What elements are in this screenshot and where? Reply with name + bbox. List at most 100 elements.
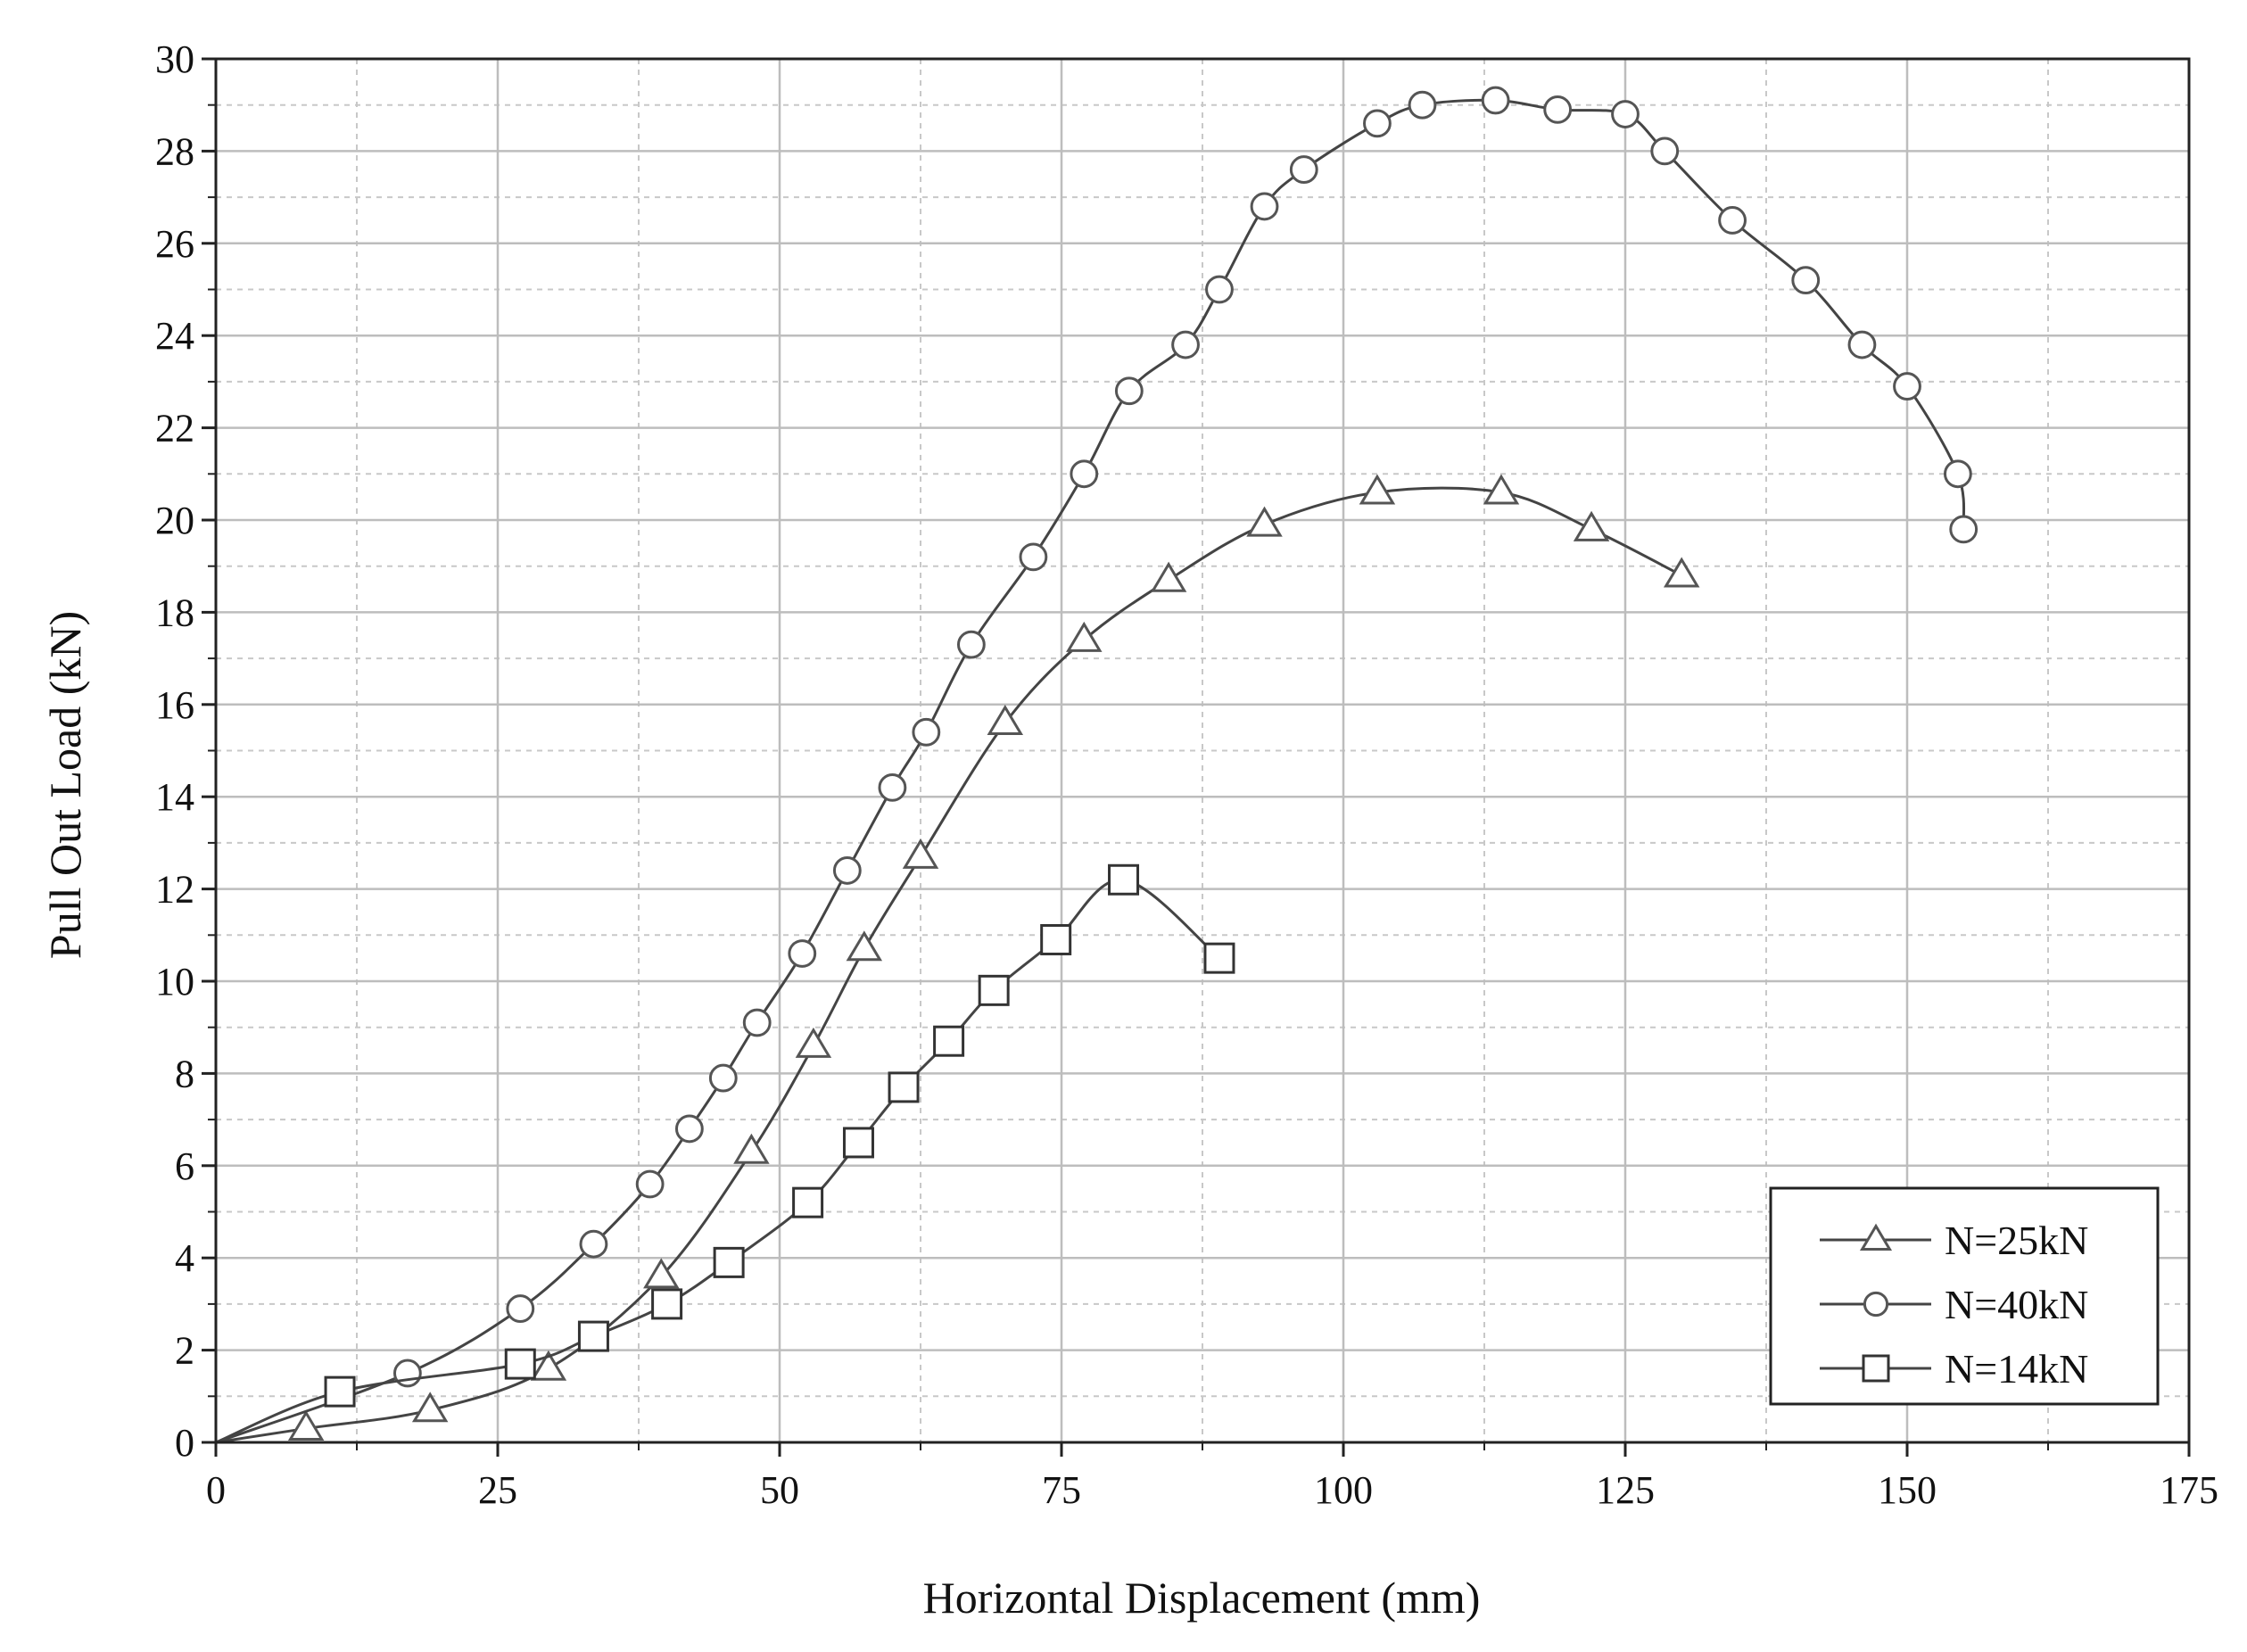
legend-item: N=25kN	[1820, 1218, 2088, 1263]
square-marker	[1203, 942, 1235, 974]
y-tick-label: 8	[175, 1052, 194, 1095]
circle-marker	[1114, 376, 1144, 406]
legend-label: N=25kN	[1945, 1218, 2088, 1263]
triangle-marker	[1246, 506, 1283, 537]
circle-marker	[635, 1169, 665, 1199]
circle-marker	[506, 1294, 535, 1323]
circle-marker	[788, 939, 817, 968]
triangle-marker	[795, 1027, 832, 1058]
square-marker	[1108, 863, 1140, 896]
circle-marker	[1718, 206, 1747, 235]
x-tick-label: 25	[478, 1468, 517, 1512]
legend-item: N=14kN	[1820, 1346, 2088, 1392]
triangle-marker	[1066, 621, 1103, 652]
square-marker	[842, 1127, 874, 1159]
triangle-marker	[987, 704, 1024, 735]
triangle-marker	[1663, 557, 1700, 588]
square-marker	[978, 974, 1010, 1006]
series-line	[215, 98, 1966, 1444]
circle-marker	[579, 1229, 608, 1259]
circle-marker	[674, 1114, 704, 1144]
square-marker	[933, 1025, 965, 1057]
circle-marker	[708, 1063, 738, 1093]
square-marker	[1040, 923, 1072, 955]
triangle-marker	[411, 1392, 449, 1423]
triangle-marker	[1150, 561, 1187, 592]
circle-marker	[1171, 330, 1200, 359]
x-tick-label: 175	[2160, 1468, 2218, 1512]
y-tick-label: 28	[155, 129, 194, 173]
x-tick-label: 50	[760, 1468, 799, 1512]
y-tick-label: 20	[155, 499, 194, 542]
x-tick-label: 75	[1042, 1468, 1081, 1512]
square-marker	[1862, 1354, 1890, 1383]
square-marker	[713, 1246, 745, 1278]
circle-marker	[1863, 1291, 1889, 1317]
circle-marker	[878, 772, 907, 802]
y-tick-label: 30	[155, 37, 194, 81]
circle-marker	[1250, 192, 1279, 221]
series-layer	[215, 86, 1979, 1444]
x-tick-label: 0	[206, 1468, 226, 1512]
circle-marker	[912, 717, 941, 747]
axes: 0 25 50 75 100 125 150 175024681012141618202224…	[155, 37, 2218, 1512]
legend-item: N=40kN	[1820, 1282, 2088, 1327]
circle-marker	[1019, 542, 1048, 572]
series-triangle	[215, 474, 1700, 1444]
circle-marker	[1481, 86, 1510, 115]
square-marker	[651, 1288, 683, 1320]
series-line	[215, 878, 1220, 1444]
circle-marker	[1791, 266, 1821, 295]
series-circle	[215, 86, 1979, 1444]
series-line	[215, 486, 1682, 1444]
y-tick-label: 4	[175, 1236, 194, 1280]
y-tick-label: 0	[175, 1421, 194, 1465]
y-tick-label: 14	[155, 775, 194, 819]
triangle-marker	[1573, 510, 1610, 541]
x-tick-label: 100	[1314, 1468, 1373, 1512]
square-marker	[324, 1375, 356, 1408]
square-marker	[792, 1186, 824, 1218]
circle-marker	[1289, 155, 1318, 184]
square-marker	[577, 1320, 609, 1352]
triangle-marker	[530, 1350, 567, 1381]
circle-marker	[1650, 136, 1680, 166]
square-marker	[888, 1071, 920, 1103]
y-tick-label: 12	[155, 868, 194, 912]
y-tick-label: 26	[155, 222, 194, 266]
square-marker	[504, 1348, 536, 1380]
y-tick-label: 10	[155, 960, 194, 1004]
circle-marker	[1949, 515, 1979, 544]
circle-marker	[1363, 109, 1392, 138]
triangle-marker	[287, 1409, 325, 1441]
triangle-marker	[846, 930, 883, 962]
triangle-marker	[733, 1133, 770, 1164]
y-tick-label: 24	[155, 314, 194, 358]
legend-label: N=40kN	[1945, 1282, 2088, 1327]
circle-marker	[1543, 95, 1573, 124]
circle-marker	[1408, 90, 1437, 120]
triangle-marker	[643, 1258, 680, 1289]
series-square	[215, 863, 1235, 1444]
circle-marker	[956, 630, 986, 659]
circle-marker	[1943, 459, 1972, 489]
y-axis-title: Pull Out Load (kN)	[40, 611, 90, 959]
x-axis-title: Horizontal Displacement (mm)	[923, 1573, 1481, 1623]
y-tick-label: 18	[155, 591, 194, 634]
x-tick-label: 125	[1596, 1468, 1655, 1512]
y-tick-label: 2	[175, 1329, 194, 1373]
circle-marker	[1611, 100, 1640, 128]
circle-marker	[1847, 330, 1877, 359]
circle-marker	[1893, 372, 1921, 401]
triangle-marker	[1859, 1223, 1893, 1251]
y-tick-label: 16	[155, 683, 194, 727]
triangle-marker	[1483, 474, 1520, 505]
legend: N=25kN N=40kN N=14kN	[1769, 1186, 2160, 1406]
x-tick-label: 150	[1878, 1468, 1937, 1512]
triangle-marker	[902, 838, 939, 869]
legend-label: N=14kN	[1945, 1346, 2088, 1392]
y-tick-label: 22	[155, 407, 194, 450]
y-tick-label: 6	[175, 1144, 194, 1188]
